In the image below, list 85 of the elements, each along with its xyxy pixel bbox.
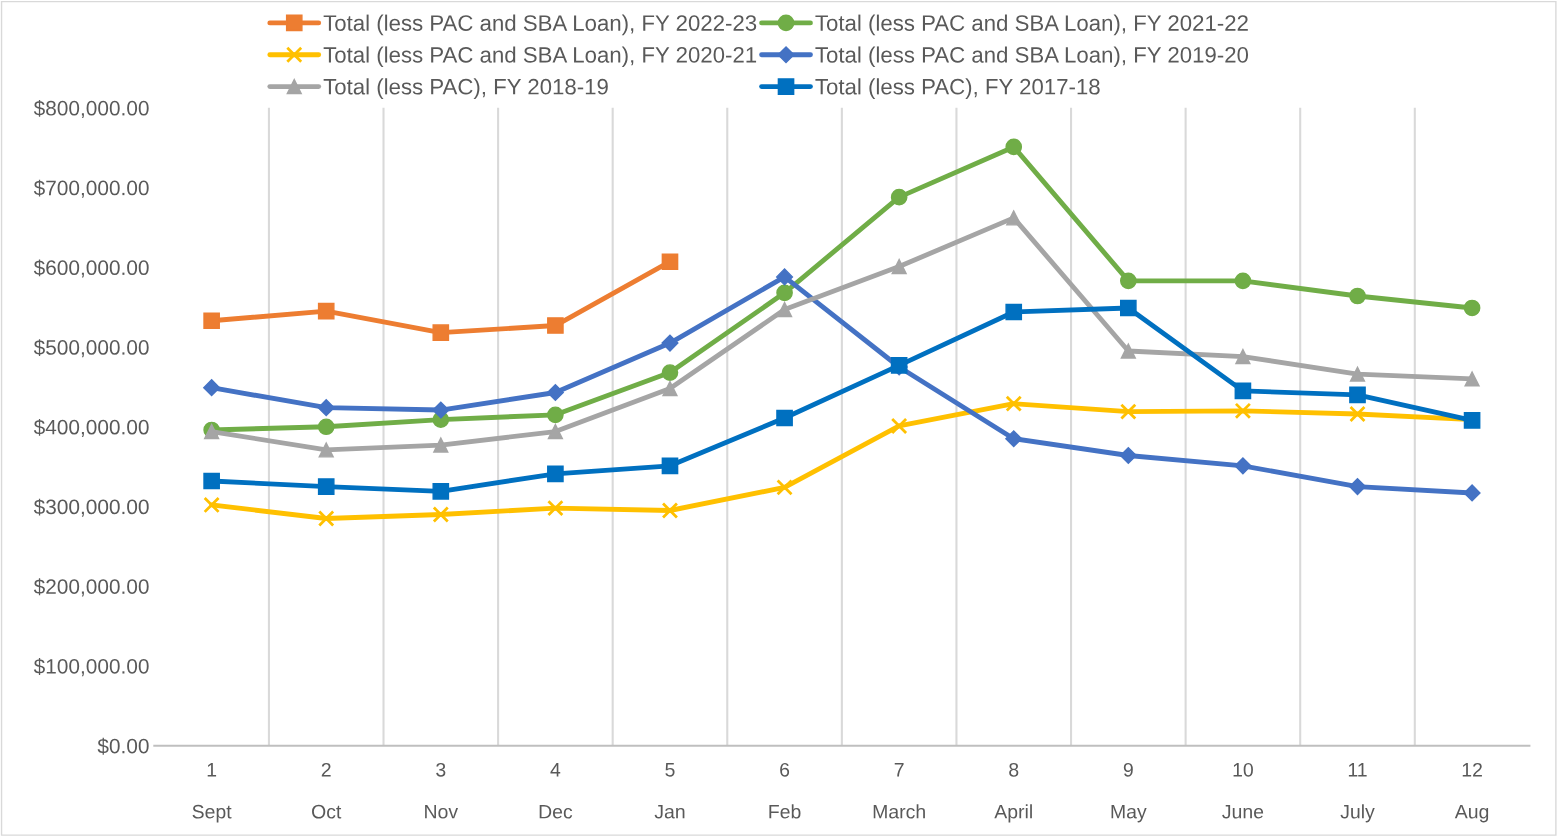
point <box>890 417 908 435</box>
point <box>317 302 335 320</box>
point <box>661 502 679 519</box>
point <box>317 399 335 417</box>
category-label: 3 Nov <box>425 762 459 819</box>
y-tick-label: $100,000.00 <box>33 658 149 677</box>
point <box>661 334 679 352</box>
point <box>433 437 449 453</box>
point <box>547 465 564 483</box>
point <box>1005 303 1023 321</box>
point <box>203 379 221 397</box>
point <box>203 496 220 514</box>
category-label: 11 July <box>1340 763 1375 823</box>
legend-label: Total (less PAC and SBA Loan), FY 2022-23 <box>323 14 757 36</box>
point <box>1119 446 1137 465</box>
point <box>432 324 450 342</box>
point <box>1119 299 1137 317</box>
point <box>547 499 564 517</box>
point <box>890 188 908 206</box>
point <box>1234 457 1252 475</box>
category-label: 6 Feb <box>769 762 801 819</box>
y-tick-label: $800,000.00 <box>33 99 149 119</box>
point <box>1349 366 1366 382</box>
point <box>776 268 794 286</box>
point <box>776 479 793 496</box>
point <box>1463 484 1481 502</box>
point <box>432 483 450 500</box>
point <box>318 442 334 458</box>
point <box>1005 395 1023 412</box>
point <box>317 510 335 527</box>
category-label: 1 Sept <box>192 763 232 823</box>
category-label: 4 Dec <box>539 763 573 819</box>
y-tick-label: $500,000.00 <box>33 339 149 358</box>
point <box>1349 386 1366 404</box>
point <box>203 312 220 330</box>
y-tick-label: $300,000.00 <box>33 498 149 517</box>
point <box>1349 287 1366 305</box>
point <box>661 457 679 475</box>
category-label: 5 Jan <box>654 763 685 819</box>
point <box>891 258 907 275</box>
point <box>1120 343 1136 359</box>
point <box>661 253 679 271</box>
category-label: 7 March <box>873 763 925 819</box>
point <box>317 418 335 436</box>
y-tick-label: $200,000.00 <box>33 578 149 597</box>
y-tick-label: $600,000.00 <box>33 259 149 278</box>
y-tick-label: $0.00 <box>97 737 149 755</box>
point <box>1234 402 1252 420</box>
point <box>661 364 679 381</box>
point <box>776 409 793 427</box>
legend-label: Total (less PAC and SBA Loan), FY 2019-20 <box>815 46 1249 68</box>
category-label: 10 June <box>1222 762 1264 819</box>
point <box>1005 138 1023 156</box>
category-label: 2 Oct <box>312 762 342 819</box>
y-tick-label: $700,000.00 <box>33 179 149 198</box>
point <box>776 301 793 318</box>
y-tick-label: $400,000.00 <box>33 418 149 437</box>
point <box>1235 348 1251 365</box>
point <box>1006 210 1022 226</box>
point <box>547 406 564 424</box>
point <box>546 383 564 402</box>
category-label: 9 May <box>1111 762 1147 823</box>
point <box>1234 382 1252 400</box>
point <box>1119 403 1137 420</box>
legend-label: Total (less PAC), FY 2017-18 <box>815 78 1100 99</box>
point <box>1464 371 1480 387</box>
legend-label: Total (less PAC), FY 2018-19 <box>323 78 608 99</box>
point <box>1463 299 1481 317</box>
legend-label: Total (less PAC and SBA Loan), FY 2021-22 <box>815 14 1248 36</box>
point <box>432 401 450 419</box>
point <box>1349 405 1366 423</box>
point <box>203 472 220 490</box>
point <box>1348 478 1367 496</box>
point <box>317 478 335 495</box>
point <box>547 423 564 440</box>
point <box>547 317 564 334</box>
category-label: 12 Aug <box>1454 762 1489 823</box>
legend-label: Total (less PAC and SBA Loan), FY 2020-21 <box>323 46 757 68</box>
point <box>662 380 678 397</box>
point <box>1005 430 1023 448</box>
point <box>1234 272 1252 290</box>
point <box>432 506 450 523</box>
point <box>1119 272 1137 290</box>
category-label: 8 April <box>994 762 1032 823</box>
point <box>776 284 793 302</box>
